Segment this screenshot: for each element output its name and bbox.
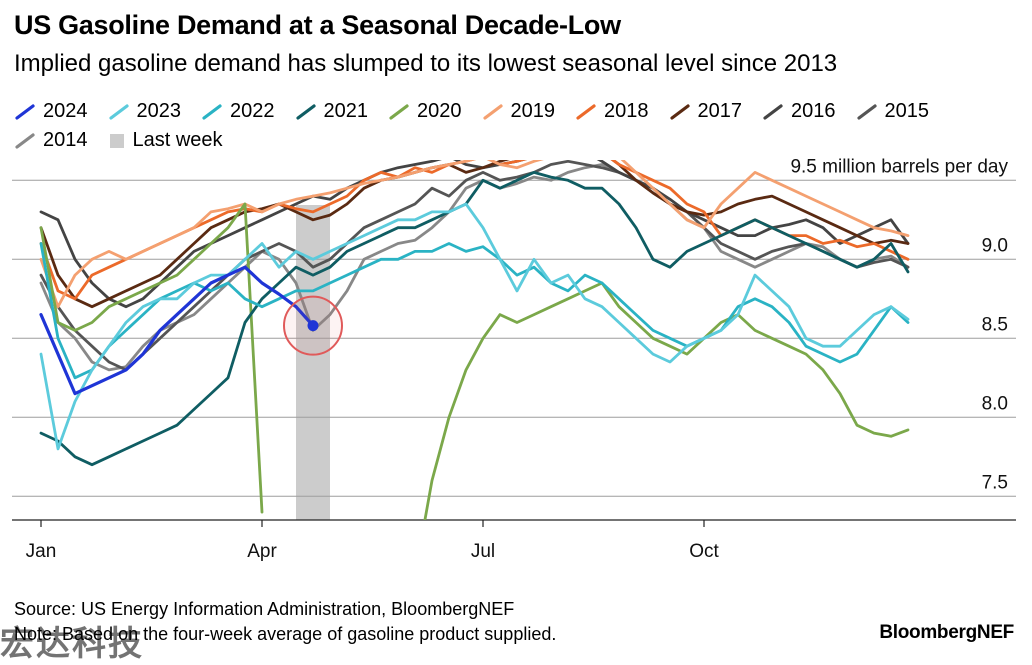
x-tick-label-Apr: Apr [247, 541, 277, 562]
series-line-2018 [39, 160, 910, 301]
brand-logo: BloombergNEF [879, 622, 1014, 643]
x-tick-label-Oct: Oct [689, 541, 719, 562]
legend-swatch-2020 [388, 103, 410, 120]
legend-label-2018: 2018 [604, 100, 649, 122]
source-note: Source: US Energy Information Administra… [14, 599, 515, 619]
footnote: Note: Based on the four-week average of … [14, 624, 557, 644]
series-line-2023 [39, 202, 910, 451]
series-line-2022 [39, 242, 910, 380]
series-line-2019 [39, 160, 910, 309]
legend-item-2022: 2022 [201, 100, 275, 123]
legend-row-1: 2024 2023 2022 2021 2020 2019 2018 2017 2016 2015 [14, 97, 1024, 126]
legend-swatch-2023 [108, 103, 130, 120]
legend-item-2017: 2017 [669, 100, 743, 123]
x-tick-label-Jan: Jan [26, 541, 57, 562]
y-tick-label-9: 9.0 [982, 235, 1008, 256]
x-tick-label-Jul: Jul [471, 541, 495, 562]
legend-swatch-2015 [856, 103, 878, 120]
legend-item-2019: 2019 [482, 100, 556, 123]
series-line-2014 [39, 163, 910, 372]
legend-item-2023: 2023 [108, 100, 182, 123]
legend-label-2023: 2023 [136, 100, 182, 122]
legend-item-2018: 2018 [575, 100, 649, 123]
legend: 2024 2023 2022 2021 2020 2019 2018 2017 2016 2015… [14, 97, 1024, 155]
legend-swatch-2017 [669, 103, 691, 120]
legend-swatch-2014 [14, 132, 36, 149]
legend-label-2019: 2019 [510, 100, 556, 122]
chart-subtitle: Implied gasoline demand has slumped to i… [14, 50, 838, 77]
gasoline-demand-chart: 9.5 million barrels per day 9.0 8.5 8.0 7.5 J… [12, 156, 1016, 562]
series-line-2024 [39, 265, 315, 396]
legend-item-2021: 2021 [295, 100, 369, 123]
chart-title: US Gasoline Demand at a Seasonal Decade-… [14, 10, 621, 40]
legend-item-2016: 2016 [762, 100, 836, 123]
legend-swatch-2022 [201, 103, 223, 120]
watermark: 宏达科技 [0, 625, 144, 663]
series-line-2016 [39, 160, 910, 309]
series-group [39, 160, 910, 520]
latest-point-2024 [307, 320, 319, 332]
legend-label-2015: 2015 [884, 100, 930, 122]
footer: Source: US Energy Information Administra… [14, 597, 556, 647]
series-line-2020 [39, 202, 264, 514]
legend-swatch-2016 [762, 103, 784, 120]
legend-item-last-week: Last week [108, 129, 223, 152]
series-line-2020-1 [423, 281, 910, 520]
legend-label-2014: 2014 [43, 129, 88, 151]
legend-label-last-week: Last week [132, 129, 223, 151]
legend-item-2014: 2014 [14, 129, 88, 152]
y-tick-label-8: 8.0 [982, 393, 1008, 414]
legend-item-2024: 2024 [14, 100, 88, 123]
legend-label-2020: 2020 [417, 100, 462, 122]
y-tick-label-7.5: 7.5 [982, 472, 1008, 493]
legend-item-2015: 2015 [856, 100, 930, 123]
last-week-swatch [109, 133, 124, 148]
legend-swatch-2021 [295, 103, 317, 120]
legend-label-2022: 2022 [230, 100, 275, 122]
legend-swatch-2018 [575, 103, 597, 120]
legend-label-2021: 2021 [323, 100, 369, 122]
legend-label-2016: 2016 [791, 100, 836, 122]
series-line-2021 [39, 170, 910, 467]
legend-row-2: 2014 Last week [14, 126, 1024, 155]
legend-item-2020: 2020 [388, 100, 462, 123]
legend-label-2024: 2024 [43, 100, 88, 122]
series-line-2015 [39, 160, 910, 372]
legend-swatch-2019 [482, 103, 504, 120]
legend-swatch-2024 [14, 103, 36, 120]
series-line-2017 [39, 160, 910, 309]
y-tick-label-9.5: 9.5 million barrels per day [790, 156, 1008, 177]
legend-label-2017: 2017 [697, 100, 743, 122]
y-tick-label-8.5: 8.5 [982, 314, 1008, 335]
